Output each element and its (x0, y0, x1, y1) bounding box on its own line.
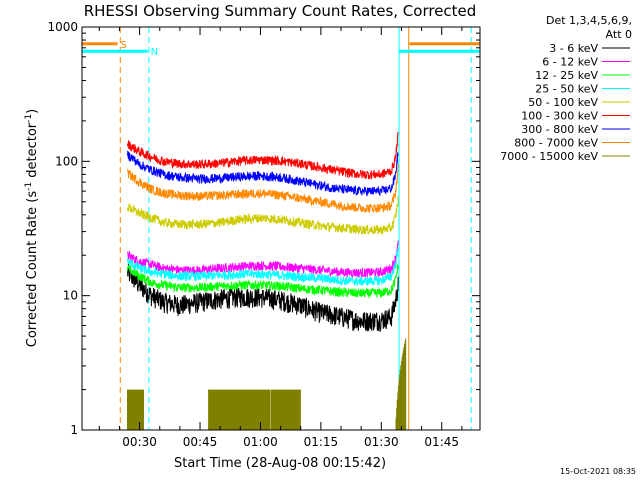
series-line-8 (127, 338, 407, 430)
x-tick-label-5: 01:45 (424, 435, 459, 449)
x-tick-label-4: 01:30 (364, 435, 399, 449)
y-axis-label: Corrected Count Rate (s-1 detector-1) (24, 109, 40, 347)
flag-bar-n-1 (399, 49, 480, 53)
y-tick-label-2: 100 (55, 154, 78, 168)
x-tick-label-0: 00:30 (122, 435, 157, 449)
legend-header-1: Det 1,3,4,5,6,9, (546, 14, 632, 27)
y-axis-label-part3: ) (25, 109, 40, 114)
legend-header-2: Att 0 (606, 28, 632, 41)
timestamp: 15-Oct-2021 08:35 (560, 467, 636, 476)
y-tick-label-3: 1000 (47, 20, 78, 34)
plot-frame (81, 26, 481, 431)
legend-label-7: 800 - 7000 keV (514, 137, 598, 150)
axes: 1 10 100 1000 00:30 00:45 01:00 01:15 01:30 01:45 (47, 20, 481, 449)
legend-label-0: 3 - 6 keV (549, 42, 598, 55)
x-axis-label: Start Time (28-Aug-08 00:15:42) (174, 456, 386, 471)
legend-label-4: 50 - 100 keV (528, 96, 598, 109)
y-axis-label-sup2: -1 (24, 114, 34, 123)
legend-label-8: 7000 - 15000 keV (500, 150, 598, 163)
series-line-4 (127, 195, 399, 236)
legend-label-3: 25 - 50 keV (535, 83, 598, 96)
x-tick-label-1: 00:45 (183, 435, 218, 449)
series-line-3 (127, 247, 399, 287)
legend-label-6: 300 - 800 keV (521, 123, 598, 136)
y-tick-label-1: 10 (63, 289, 78, 303)
y-axis-label-part1: Corrected Count Rate (s (25, 191, 40, 348)
legend-label-5: 100 - 300 keV (521, 110, 598, 123)
flag-label-n: N (151, 47, 158, 58)
y-axis-label-sup1: -1 (24, 182, 34, 191)
x-tick-label-2: 01:00 (243, 435, 278, 449)
y-axis-label-part2: detector (25, 122, 40, 182)
plot-area: SN (82, 27, 480, 430)
series-line-1 (127, 240, 399, 279)
flag-label-s: S (120, 40, 126, 51)
series-line-5 (127, 131, 399, 180)
flag-bar-n-0 (82, 49, 148, 53)
legend-label-2: 12 - 25 keV (535, 69, 598, 82)
series-line-0 (127, 263, 399, 333)
series-line-2 (127, 264, 399, 299)
chart-title: RHESSI Observing Summary Count Rates, Co… (84, 2, 477, 20)
x-tick-label-3: 01:15 (304, 435, 339, 449)
legend-label-1: 6 - 12 keV (542, 56, 598, 69)
flag-bar-s-1 (409, 42, 480, 46)
flag-bar-s-0 (82, 42, 118, 46)
y-tick-label-0: 1 (70, 423, 78, 437)
series-line-6 (127, 150, 399, 197)
series-line-7 (127, 163, 399, 213)
